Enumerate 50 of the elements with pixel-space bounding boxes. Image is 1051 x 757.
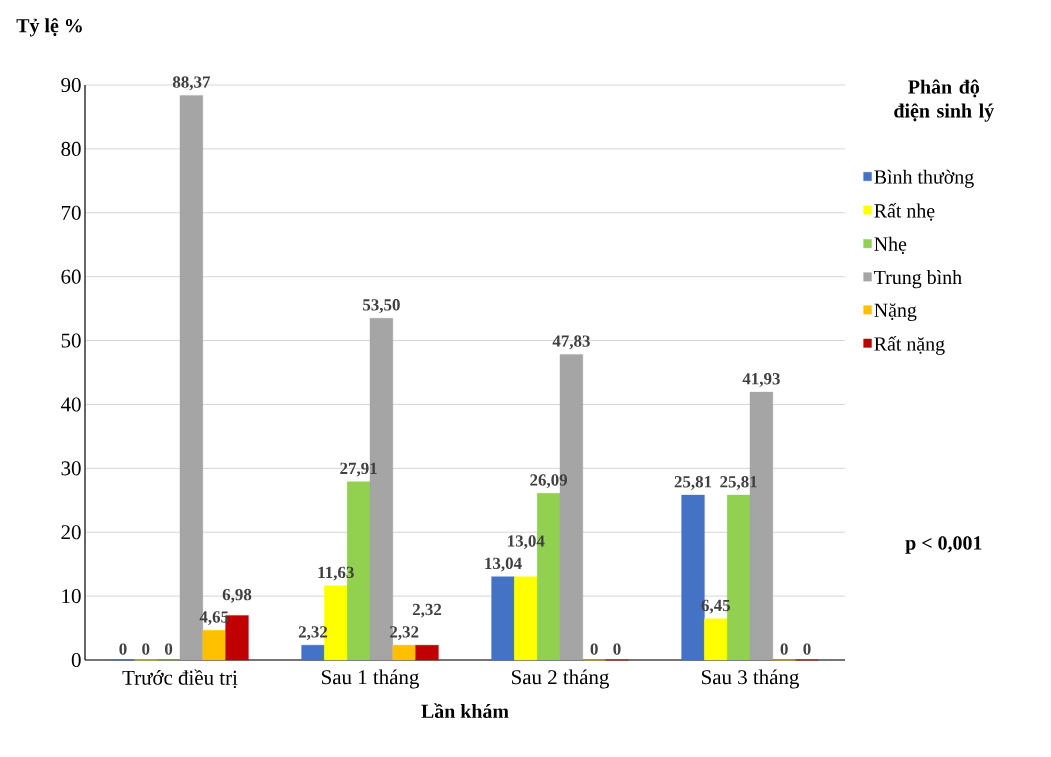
data-label: 0 [119,643,127,655]
legend-title: Phân độ điện sinh lý [894,79,994,122]
data-label: 0 [590,643,598,655]
y-tick-label: 40 [60,397,81,412]
bar [202,630,226,661]
data-label: 27,91 [340,462,377,477]
y-tick-label: 50 [61,333,81,348]
bar [301,644,325,661]
bar [514,576,538,661]
data-label: 0 [142,643,150,655]
y-tick-label: 10 [62,589,81,604]
y-tick-label: 60 [61,269,81,284]
data-label: 6,98 [222,588,252,603]
legend-label: Trung bình [874,270,962,289]
legend-label: Bình thường [874,169,974,188]
y-axis-title: Tỷ lệ % [16,18,82,37]
data-label: 25,81 [720,476,757,490]
data-label: 2,32 [412,603,442,618]
data-label: 13,04 [485,557,522,572]
y-tick-label: 70 [61,205,81,220]
y-tick-label: 20 [61,525,81,540]
text: p < 0,001 [905,536,982,554]
legend-label: Rất nặng [874,336,945,355]
x-tick-label: Sau 1 tháng [322,669,419,689]
legend-label: Nhẹ [874,236,907,254]
data-label: 0 [803,643,811,655]
data-label: 47,83 [552,335,590,350]
y-tick-label: 80 [61,141,81,156]
data-label: 26,09 [530,474,568,489]
data-label: 88,37 [172,76,211,91]
bar [415,644,439,661]
data-label: 41,93 [742,373,780,387]
y-tick-label: 30 [61,461,81,476]
data-label: 0 [780,643,788,655]
data-label: 53,50 [363,299,400,314]
bar [392,644,416,661]
bar [704,618,728,661]
data-label: 0 [613,643,621,655]
legend-label: Rất nhẹ [874,202,935,221]
x-axis-title: Lần khám [421,703,509,719]
y-tick-label: 90 [61,77,81,93]
legend-label: Nặng [874,303,917,321]
x-tick-label: Trước điều trị [122,669,238,689]
data-label: 2,32 [390,626,419,640]
y-tick-label: 0 [71,652,81,668]
bar [491,576,515,661]
x-tick-label: Sau 3 tháng [702,669,799,689]
data-label: 0 [165,643,173,655]
data-label: 25,81 [674,476,712,490]
x-tick-label: Sau 2 tháng [512,669,609,689]
